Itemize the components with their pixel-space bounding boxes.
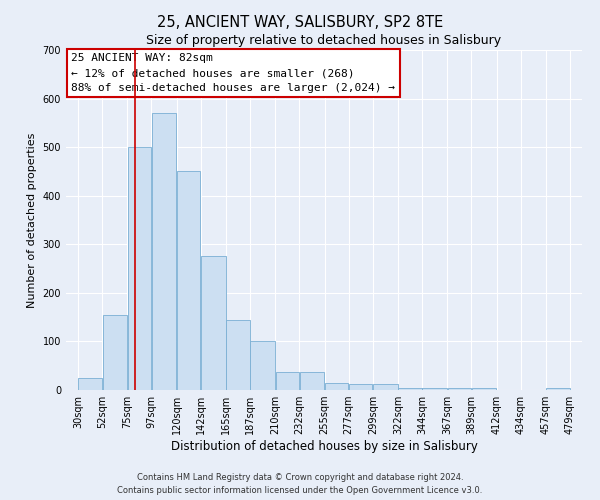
Bar xyxy=(250,342,275,390)
Bar xyxy=(177,172,200,390)
Text: 25, ANCIENT WAY, SALISBURY, SP2 8TE: 25, ANCIENT WAY, SALISBURY, SP2 8TE xyxy=(157,15,443,30)
Text: 25 ANCIENT WAY: 82sqm
← 12% of detached houses are smaller (268)
88% of semi-det: 25 ANCIENT WAY: 82sqm ← 12% of detached … xyxy=(71,54,395,93)
Bar xyxy=(79,378,102,390)
Bar xyxy=(472,388,496,390)
Bar xyxy=(275,372,299,390)
Bar xyxy=(152,113,176,390)
Bar xyxy=(103,314,127,390)
Title: Size of property relative to detached houses in Salisbury: Size of property relative to detached ho… xyxy=(146,34,502,48)
Bar xyxy=(325,382,348,390)
Bar xyxy=(373,384,398,390)
Bar xyxy=(349,384,373,390)
Y-axis label: Number of detached properties: Number of detached properties xyxy=(27,132,37,308)
X-axis label: Distribution of detached houses by size in Salisbury: Distribution of detached houses by size … xyxy=(170,440,478,453)
Bar xyxy=(226,320,250,390)
Bar xyxy=(422,388,447,390)
Bar xyxy=(448,388,471,390)
Bar xyxy=(201,256,226,390)
Text: Contains HM Land Registry data © Crown copyright and database right 2024.
Contai: Contains HM Land Registry data © Crown c… xyxy=(118,474,482,495)
Bar xyxy=(398,388,422,390)
Bar xyxy=(546,388,569,390)
Bar xyxy=(128,147,151,390)
Bar xyxy=(300,372,324,390)
